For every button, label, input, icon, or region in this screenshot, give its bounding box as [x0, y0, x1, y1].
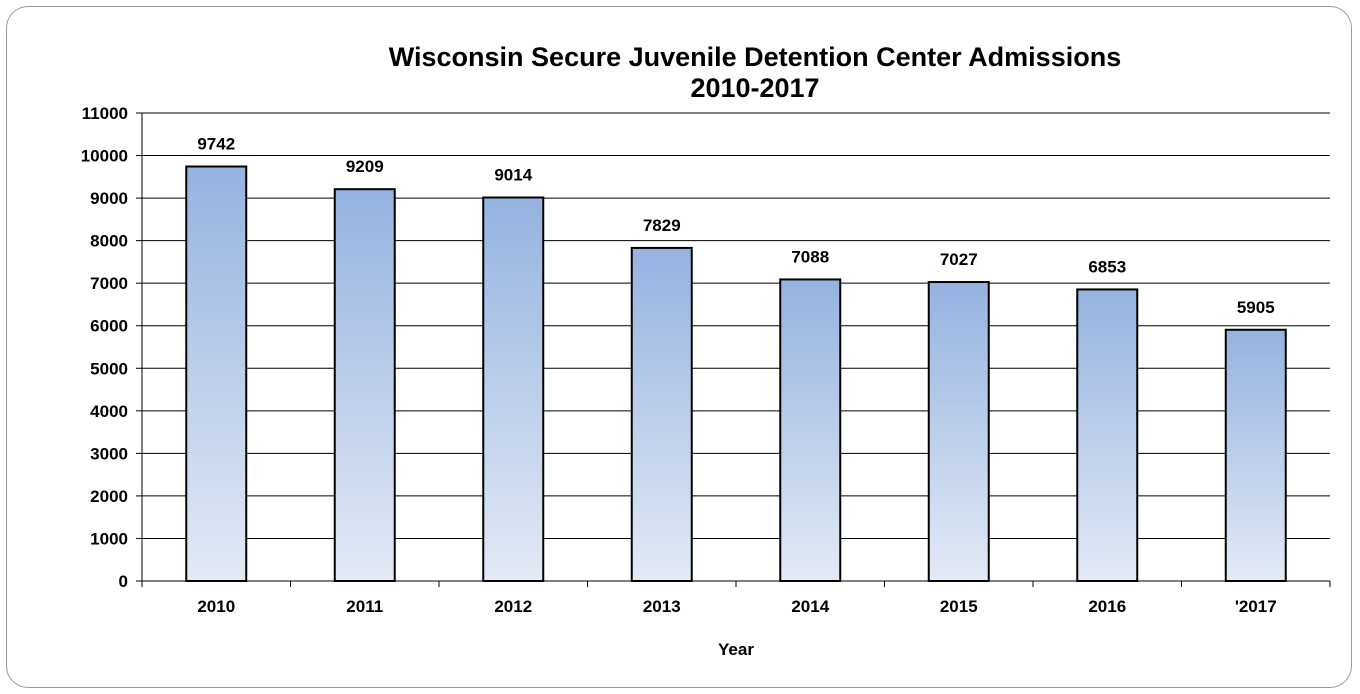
y-tick-label: 11000 — [82, 104, 128, 123]
y-tick-label: 2000 — [90, 487, 128, 506]
x-axis-title: Year — [718, 640, 754, 659]
x-axis: 2010 2011 2012 2013 2014 2015 2016 '2017 — [141, 580, 1331, 616]
chart-title: Wisconsin Secure Juvenile Detention Cent… — [388, 42, 1122, 72]
chart-subtitle: 2010-2017 — [690, 73, 820, 103]
bar-2012 — [482, 196, 545, 582]
y-tick-label: 9000 — [90, 189, 128, 208]
data-labels: 9742 9209 9014 7829 7088 7027 6853 5905 — [197, 135, 1274, 317]
data-label: 5905 — [1237, 298, 1275, 317]
y-tick-label: 8000 — [90, 232, 128, 251]
x-tick-label: 2013 — [643, 597, 681, 616]
x-tick-label: 2012 — [494, 597, 532, 616]
y-tick-label: 1000 — [90, 529, 128, 548]
bar-2016 — [1076, 288, 1139, 582]
x-tick-label: '2017 — [1235, 597, 1277, 616]
bar-2015 — [927, 281, 990, 582]
x-tick-label: 2016 — [1088, 597, 1126, 616]
x-tick-label: 2014 — [791, 597, 829, 616]
x-tick-label: 2010 — [197, 597, 235, 616]
data-label: 7027 — [940, 250, 978, 269]
y-tick-label: 7000 — [90, 274, 128, 293]
y-axis: 0 1000 2000 3000 4000 5000 6000 7000 8000 9000 100… — [81, 104, 143, 591]
y-tick-label: 0 — [119, 572, 128, 591]
y-tick-label: 10000 — [81, 147, 128, 166]
data-label: 9014 — [494, 165, 532, 184]
bars — [185, 165, 1287, 583]
data-label: 9209 — [346, 157, 384, 176]
y-tick-label: 6000 — [90, 317, 128, 336]
bar-2013 — [630, 246, 693, 582]
bar-2010 — [185, 165, 248, 582]
data-label: 7829 — [643, 216, 681, 235]
x-tick-label: 2011 — [346, 597, 383, 616]
bar-2011 — [333, 188, 396, 582]
y-tick-label: 5000 — [90, 359, 128, 378]
gridlines — [142, 112, 1330, 539]
bar-2017 — [1224, 328, 1287, 583]
data-label: 9742 — [197, 135, 235, 154]
bar-2014 — [779, 278, 842, 582]
data-label: 6853 — [1088, 257, 1126, 276]
data-label: 7088 — [791, 247, 829, 266]
x-tick-label: 2015 — [940, 597, 978, 616]
y-tick-label: 4000 — [90, 402, 128, 421]
y-tick-label: 3000 — [90, 444, 128, 463]
